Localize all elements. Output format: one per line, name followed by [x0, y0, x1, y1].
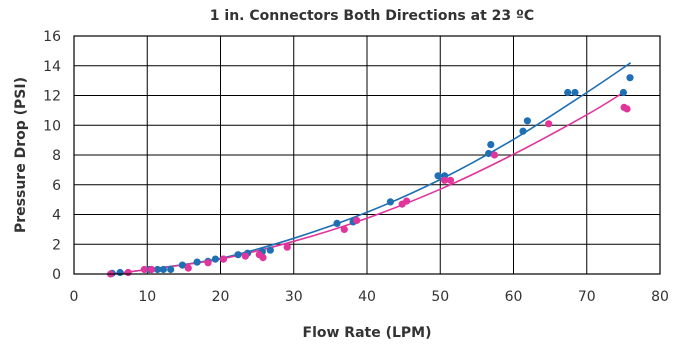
data-point-series-1	[159, 265, 167, 274]
data-point-series-1	[211, 255, 219, 263]
data-point-series-2	[204, 259, 212, 267]
data-point-series-2	[241, 252, 249, 260]
x-tick-label: 80	[651, 289, 669, 305]
data-point-series-1	[571, 88, 579, 97]
y-tick-label: 8	[52, 148, 61, 164]
x-tick-label: 60	[505, 289, 523, 305]
data-point-series-1	[386, 198, 394, 206]
data-point-series-2	[184, 264, 192, 272]
x-tick-labels: 0 10 20 30 40 50 60 70 80	[70, 289, 669, 305]
grid	[74, 36, 660, 274]
data-point-series-1	[619, 88, 628, 97]
fit-curve-series-2	[110, 91, 624, 275]
data-point-series-1	[564, 88, 572, 97]
y-tick-label: 4	[52, 208, 61, 224]
x-tick-label: 40	[358, 289, 376, 305]
data-point-series-1	[519, 127, 527, 135]
y-tick-label: 10	[43, 118, 61, 134]
data-point-series-2	[148, 265, 156, 274]
data-point-series-1	[333, 219, 341, 227]
data-point-series-1	[487, 141, 495, 149]
data-point-series-2	[446, 176, 455, 184]
data-point-series-2	[545, 120, 553, 128]
data-point-series-1	[178, 261, 186, 269]
data-point-series-2	[283, 243, 291, 251]
y-axis-label: Pressure Drop (PSI)	[13, 77, 29, 233]
x-tick-label: 10	[138, 289, 156, 305]
data-point-series-2	[140, 265, 148, 274]
data-point-series-1	[234, 251, 242, 259]
y-tick-label: 2	[52, 237, 61, 253]
x-axis-label: Flow Rate (LPM)	[303, 325, 432, 341]
data-point-series-1	[167, 265, 175, 274]
data-point-series-2	[490, 151, 499, 159]
data-point-series-2	[124, 268, 132, 277]
data-points	[107, 74, 634, 278]
data-point-series-2	[441, 176, 449, 184]
data-point-series-1	[523, 117, 532, 125]
y-tick-label: 16	[43, 29, 61, 45]
x-tick-label: 30	[285, 289, 303, 305]
data-point-series-2	[259, 254, 267, 262]
data-point-series-1	[116, 268, 124, 277]
y-tick-label: 6	[52, 178, 61, 194]
x-tick-label: 20	[212, 289, 230, 305]
plot-frame	[73, 35, 661, 275]
y-tick-labels: 0 2 4 6 8 10 12 14 16	[43, 29, 61, 283]
data-point-series-1	[626, 74, 634, 82]
data-point-series-2	[353, 216, 361, 224]
data-point-series-1	[485, 149, 493, 158]
y-tick-label: 0	[52, 267, 61, 283]
fit-curve-series-1	[110, 62, 632, 275]
data-point-series-1	[153, 265, 162, 274]
x-tick-label: 70	[578, 289, 596, 305]
data-point-series-2	[219, 255, 227, 263]
data-point-series-2	[623, 105, 631, 113]
data-point-series-2	[403, 197, 411, 205]
x-tick-label: 0	[70, 289, 79, 305]
data-point-series-2	[340, 225, 348, 233]
x-tick-label: 50	[431, 289, 449, 305]
chart-title: 1 in. Connectors Both Directions at 23 º…	[210, 8, 534, 24]
data-point-series-1	[193, 258, 201, 266]
data-point-series-1	[434, 172, 442, 180]
y-tick-label: 12	[43, 89, 61, 105]
y-tick-label: 14	[43, 59, 61, 75]
fit-curves	[110, 62, 632, 275]
data-point-series-1	[266, 246, 274, 254]
